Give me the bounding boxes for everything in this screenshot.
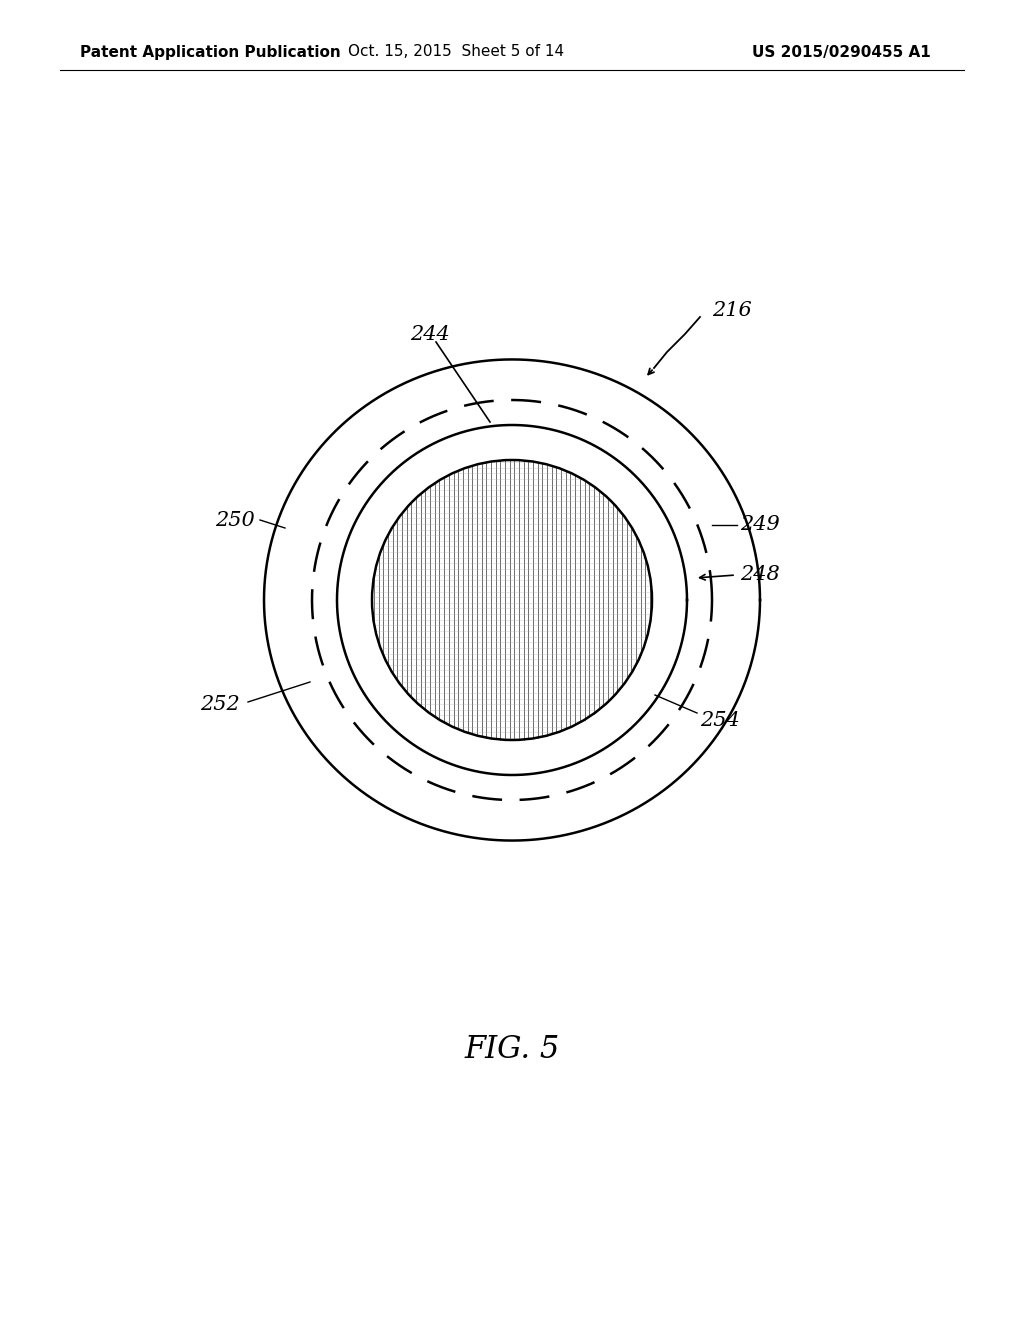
Text: 254: 254 (700, 710, 739, 730)
Circle shape (372, 459, 652, 741)
Text: 248: 248 (740, 565, 779, 585)
Text: 250: 250 (215, 511, 255, 529)
Text: US 2015/0290455 A1: US 2015/0290455 A1 (752, 45, 931, 59)
Text: Oct. 15, 2015  Sheet 5 of 14: Oct. 15, 2015 Sheet 5 of 14 (348, 45, 564, 59)
Text: 249: 249 (740, 516, 779, 535)
Text: 216: 216 (712, 301, 752, 319)
Text: Patent Application Publication: Patent Application Publication (80, 45, 341, 59)
Text: 252: 252 (200, 696, 240, 714)
Text: 244: 244 (410, 326, 450, 345)
Text: FIG. 5: FIG. 5 (464, 1035, 560, 1065)
